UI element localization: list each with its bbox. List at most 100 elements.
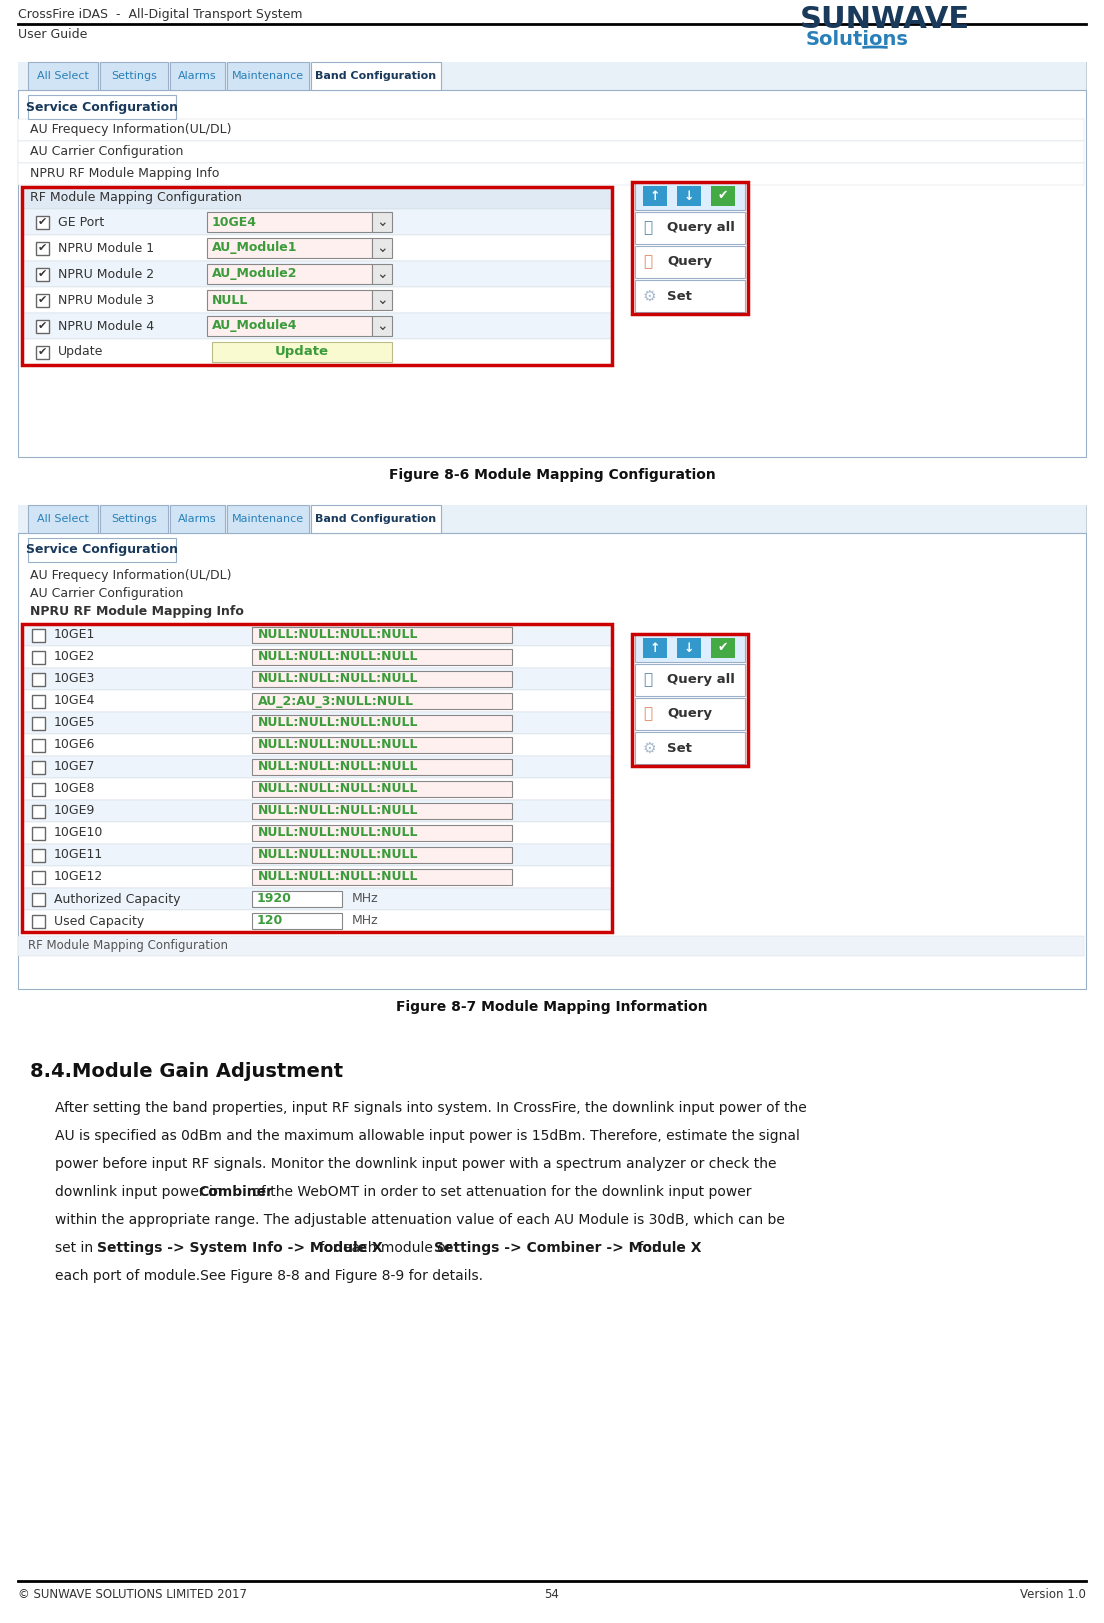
Bar	[208, 265, 372, 284]
Bar	[635, 732, 745, 764]
Bar	[711, 187, 735, 206]
Text: GE Port: GE Port	[59, 216, 104, 229]
Text: ✔: ✔	[38, 295, 46, 305]
Bar	[252, 781, 512, 797]
Bar	[28, 62, 98, 89]
Bar	[18, 89, 1086, 458]
Bar	[36, 216, 49, 229]
Bar	[22, 777, 612, 800]
Text: NULL:NULL:NULL:NULL: NULL:NULL:NULL:NULL	[258, 738, 418, 751]
Text: Update: Update	[275, 346, 329, 359]
Text: 120: 120	[257, 914, 284, 927]
Text: Solutions: Solutions	[806, 29, 909, 49]
Text: ⌄: ⌄	[376, 214, 388, 229]
Text: 10GE11: 10GE11	[54, 849, 104, 862]
Bar	[311, 62, 440, 89]
Text: NULL:NULL:NULL:NULL: NULL:NULL:NULL:NULL	[258, 716, 418, 729]
Bar	[18, 62, 1086, 458]
Text: Alarms: Alarms	[178, 71, 216, 81]
Text: RF Module Mapping Configuration: RF Module Mapping Configuration	[30, 192, 242, 204]
Bar	[22, 646, 612, 669]
Text: NULL:NULL:NULL:NULL: NULL:NULL:NULL:NULL	[258, 672, 418, 685]
Bar	[32, 915, 45, 928]
Bar	[22, 235, 612, 261]
Bar	[100, 505, 168, 532]
Bar	[22, 287, 612, 313]
Text: RF Module Mapping Configuration: RF Module Mapping Configuration	[28, 940, 229, 953]
Bar	[252, 760, 512, 776]
Bar	[635, 247, 745, 278]
Text: for: for	[634, 1242, 658, 1255]
Text: each port of module.See Figure 8-8 and Figure 8-9 for details.: each port of module.See Figure 8-8 and F…	[55, 1269, 484, 1284]
Bar	[22, 734, 612, 756]
Bar	[32, 738, 45, 751]
Bar	[635, 698, 745, 730]
Bar	[252, 803, 512, 820]
Text: ⌄: ⌄	[376, 268, 388, 281]
Text: 🔍: 🔍	[643, 706, 652, 722]
Text: NPRU Module 2: NPRU Module 2	[59, 268, 155, 281]
Text: Service Configuration: Service Configuration	[26, 544, 178, 557]
Text: Set: Set	[667, 289, 692, 302]
Bar	[372, 239, 392, 258]
Bar	[22, 187, 612, 365]
Bar	[252, 868, 512, 885]
Text: NPRU RF Module Mapping Info: NPRU RF Module Mapping Info	[30, 604, 244, 617]
Bar	[635, 635, 745, 662]
Bar	[208, 291, 372, 310]
Bar	[36, 268, 49, 281]
Bar	[372, 213, 392, 232]
Text: downlink input power in: downlink input power in	[55, 1185, 226, 1199]
Text: 8.4.Module Gain Adjustment: 8.4.Module Gain Adjustment	[30, 1061, 343, 1081]
Bar	[18, 936, 1084, 956]
Text: AU Frequecy Information(UL/DL): AU Frequecy Information(UL/DL)	[30, 568, 232, 581]
Text: Alarms: Alarms	[178, 514, 216, 524]
Bar	[677, 638, 701, 657]
Bar	[32, 872, 45, 885]
Text: Update: Update	[59, 346, 104, 359]
Bar	[28, 505, 98, 532]
Bar	[22, 821, 612, 844]
Text: ⌄: ⌄	[376, 320, 388, 333]
Bar	[18, 62, 1086, 89]
Text: AU_Module2: AU_Module2	[212, 268, 297, 281]
Bar	[252, 824, 512, 841]
Bar	[22, 261, 612, 287]
Text: 10GE10: 10GE10	[54, 826, 104, 839]
Bar	[372, 265, 392, 284]
Bar	[22, 867, 612, 888]
Text: Settings -> Combiner -> Module X: Settings -> Combiner -> Module X	[434, 1242, 702, 1255]
Text: for each module or: for each module or	[316, 1242, 456, 1255]
Bar	[32, 651, 45, 664]
Text: ✔: ✔	[38, 217, 46, 227]
Text: 10GE9: 10GE9	[54, 805, 95, 818]
Bar	[18, 162, 1084, 185]
Bar	[22, 712, 612, 734]
Text: Set: Set	[667, 742, 692, 755]
Text: ✔: ✔	[718, 641, 729, 654]
Bar	[32, 695, 45, 708]
Bar	[252, 914, 342, 928]
Bar	[643, 638, 667, 657]
Bar	[22, 888, 612, 911]
Bar	[252, 670, 512, 687]
Bar	[32, 674, 45, 687]
Text: NPRU Module 3: NPRU Module 3	[59, 294, 155, 307]
Bar	[22, 690, 612, 712]
Text: Maintenance: Maintenance	[232, 514, 304, 524]
Text: 10GE6: 10GE6	[54, 738, 95, 751]
Text: ⚙: ⚙	[643, 289, 657, 304]
Bar	[170, 62, 225, 89]
Bar	[28, 537, 176, 562]
Text: ✔: ✔	[38, 321, 46, 331]
Text: Settings: Settings	[112, 71, 157, 81]
Bar	[22, 756, 612, 777]
Text: ✔: ✔	[38, 243, 46, 253]
Bar	[677, 187, 701, 206]
Bar	[22, 844, 612, 867]
Bar	[18, 141, 1084, 162]
Bar	[252, 737, 512, 753]
Text: NPRU RF Module Mapping Info: NPRU RF Module Mapping Info	[30, 167, 220, 180]
Text: NULL:NULL:NULL:NULL: NULL:NULL:NULL:NULL	[258, 826, 418, 839]
Bar	[635, 664, 745, 696]
